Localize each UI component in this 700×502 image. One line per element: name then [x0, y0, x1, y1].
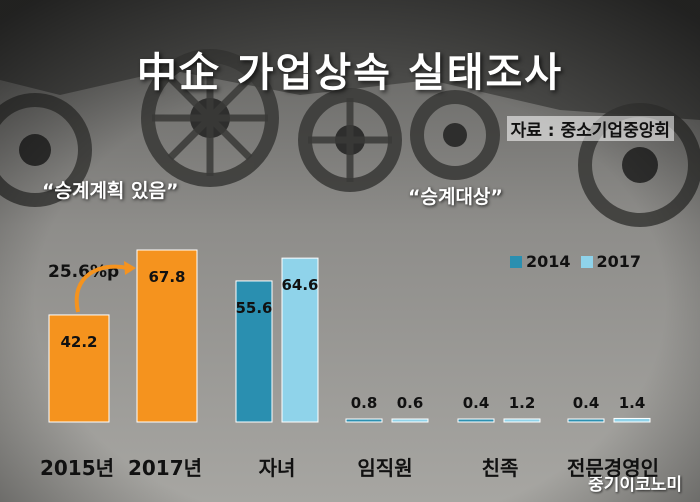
- bar-2014-3: [567, 418, 605, 423]
- chart-legend: 2014 2017: [510, 252, 651, 271]
- bar-label-2017-0: 64.6: [281, 276, 318, 294]
- section-target-label: “승계대상”: [408, 186, 503, 208]
- category-label-professional: 전문경영인: [567, 456, 659, 480]
- growth-arrow: [74, 264, 129, 313]
- bar-label-2017-1: 0.6: [397, 394, 424, 412]
- bar-plan-1: [136, 249, 198, 423]
- bar-2014-0: [235, 280, 273, 423]
- bar-label-2014-0: 55.6: [235, 299, 272, 317]
- source-note: 자료 : 중소기업중앙회: [506, 116, 674, 141]
- category-label-employees: 임직원: [357, 456, 413, 480]
- growth-arrow-head: [124, 261, 136, 275]
- bar-2017-0: [281, 257, 319, 423]
- bar-label-plan-1: 67.8: [148, 268, 185, 286]
- bar-2014-2: [457, 418, 495, 423]
- legend-swatch-2014: [510, 255, 522, 268]
- legend-item-2017: 2017: [580, 252, 642, 271]
- bar-label-2014-1: 0.8: [351, 394, 378, 412]
- bar-label-2017-3: 1.4: [619, 394, 646, 412]
- category-label-2017: 2017년: [127, 456, 203, 480]
- legend-swatch-2017: [580, 255, 593, 268]
- bar-2014-1: [345, 418, 383, 423]
- bar-label-2014-2: 0.4: [463, 394, 490, 412]
- bar-label-2017-2: 1.2: [509, 394, 536, 412]
- legend-label-2017: 2017: [596, 252, 642, 271]
- legend-item-2014: 2014: [510, 252, 571, 271]
- category-label-2015: 2015년: [39, 456, 115, 480]
- bar-plan-0: [48, 314, 110, 423]
- category-label-relatives: 친족: [481, 456, 519, 480]
- bar-2017-2: [503, 418, 541, 423]
- watermark: 중기이코노미: [588, 475, 682, 495]
- bar-label-plan-0: 42.2: [60, 333, 97, 351]
- section-plan-label: “승계계획 있음”: [42, 180, 179, 202]
- bar-2017-1: [391, 418, 429, 423]
- bar-2017-3: [613, 417, 651, 423]
- page-title: 中企 가업상속 실태조사: [136, 50, 564, 96]
- category-label-children: 자녀: [258, 456, 296, 480]
- legend-label-2014: 2014: [526, 252, 571, 271]
- bar-label-2014-3: 0.4: [573, 394, 600, 412]
